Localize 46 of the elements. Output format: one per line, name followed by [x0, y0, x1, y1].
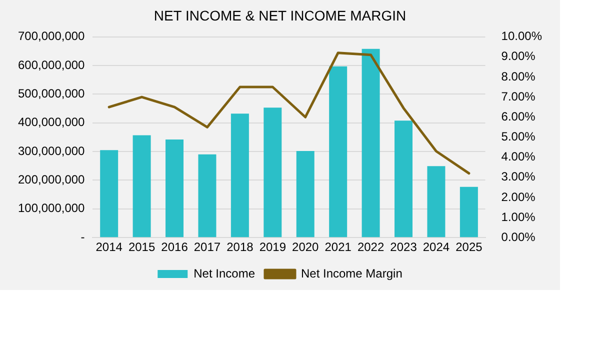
y2-tick-label: 5.00%	[501, 130, 536, 144]
bar	[100, 150, 118, 238]
y2-tick-label: 8.00%	[501, 69, 536, 84]
bar	[329, 66, 348, 238]
x-tick-label: 2015	[128, 240, 156, 254]
y2-tick-label: 10.00%	[501, 29, 542, 44]
x-tick-label: 2018	[226, 240, 254, 254]
bar	[198, 154, 216, 238]
y2-tick-label: 3.00%	[501, 170, 536, 184]
chart-title: NET INCOME & NET INCOME MARGIN	[154, 7, 406, 24]
y2-tick-label: 2.00%	[501, 190, 536, 204]
y-tick-label: -	[80, 230, 85, 244]
y-tick-label: 700,000,000	[18, 29, 86, 44]
bar	[132, 135, 151, 238]
bar	[460, 186, 478, 238]
y2-tick-label: 4.00%	[501, 150, 536, 164]
x-tick-label: 2025	[456, 240, 483, 254]
x-tick-label: 2022	[357, 240, 384, 254]
y-tick-label: 600,000,000	[18, 58, 86, 72]
x-tick-label: 2023	[390, 240, 418, 254]
y-tick-label: 400,000,000	[18, 115, 86, 130]
x-tick-label: 2016	[161, 240, 188, 254]
bar	[296, 150, 314, 238]
y2-tick-label: 1.00%	[501, 210, 536, 224]
legend-label: Net Income Margin	[300, 266, 402, 280]
y2-tick-label: 9.00%	[501, 49, 536, 64]
y-tick-label: 100,000,000	[18, 201, 86, 216]
x-tick-label: 2020	[292, 240, 320, 254]
bar	[264, 108, 282, 238]
bar	[427, 166, 446, 238]
y2-tick-label: 0.00%	[501, 230, 536, 244]
x-tick-label: 2024	[422, 240, 450, 254]
legend-label: Net Income	[194, 266, 256, 280]
bar	[362, 48, 380, 238]
x-tick-label: 2017	[194, 240, 221, 254]
x-tick-label: 2014	[96, 240, 123, 254]
y-tick-label: 200,000,000	[18, 172, 86, 187]
y-tick-label: 300,000,000	[18, 144, 86, 158]
y2-tick-label: 7.00%	[501, 89, 536, 104]
x-tick-label: 2021	[324, 240, 352, 254]
bar	[230, 114, 249, 238]
bar	[394, 120, 413, 238]
x-tick-label: 2019	[259, 240, 286, 254]
y-tick-label: 500,000,000	[18, 86, 86, 100]
y2-tick-label: 6.00%	[501, 109, 536, 124]
bar	[166, 139, 184, 238]
